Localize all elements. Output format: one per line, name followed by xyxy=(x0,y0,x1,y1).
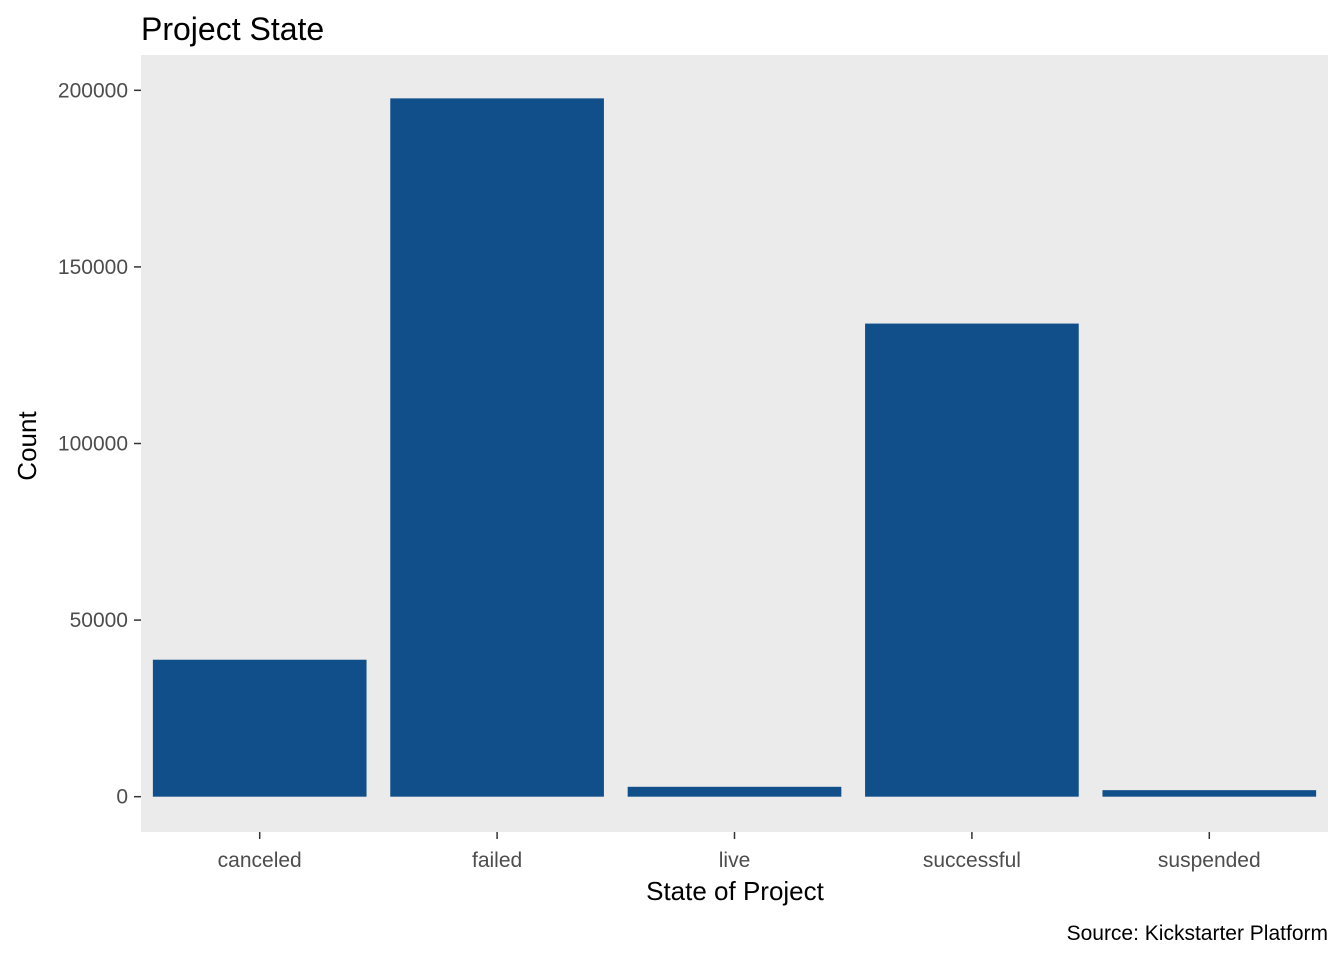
chart-title: Project State xyxy=(141,11,324,47)
x-axis: canceled failed live successful suspended xyxy=(218,832,1261,872)
x-tick-label: live xyxy=(719,849,751,872)
bar-canceled xyxy=(152,659,367,797)
x-axis-title: State of Project xyxy=(646,876,825,906)
bars xyxy=(152,98,1317,797)
bar-suspended xyxy=(1102,790,1317,797)
y-tick-label: 0 xyxy=(116,786,128,809)
y-tick-label: 50000 xyxy=(70,609,128,632)
x-tick-label: failed xyxy=(472,849,522,872)
x-tick-label: successful xyxy=(923,849,1021,872)
chart-caption: Source: Kickstarter Platform xyxy=(1067,922,1328,945)
y-tick-label: 100000 xyxy=(58,433,128,456)
y-axis-title: Count xyxy=(12,411,42,481)
bar-successful xyxy=(865,323,1079,797)
y-axis: 0 50000 100000 150000 200000 xyxy=(58,79,141,809)
x-tick-label: canceled xyxy=(218,849,302,872)
x-tick-label: suspended xyxy=(1158,849,1261,872)
y-tick-label: 150000 xyxy=(58,256,128,279)
bar-live xyxy=(627,786,842,797)
bar-failed xyxy=(390,98,604,797)
y-tick-label: 200000 xyxy=(58,79,128,102)
